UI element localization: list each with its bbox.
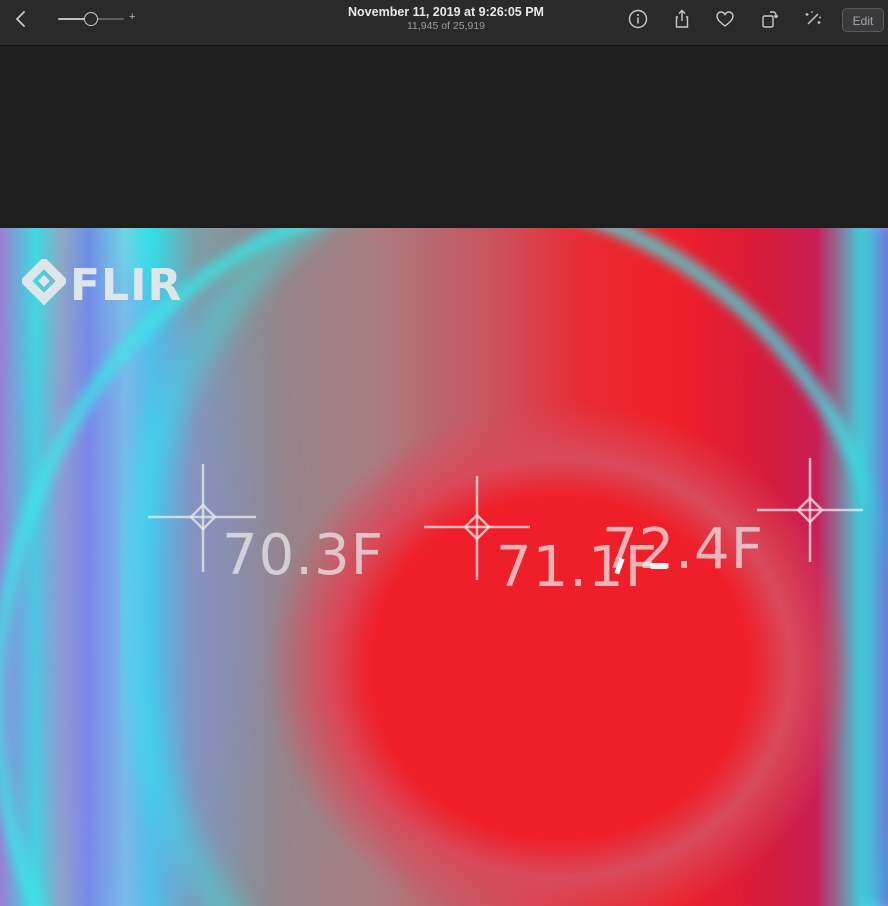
spot-marker-3 [757,458,863,562]
zoom-fill [58,18,91,20]
spot-marker-2 [424,476,530,580]
rotate-icon [762,11,779,28]
favorite-button[interactable] [714,8,736,30]
back-button[interactable] [10,8,32,30]
flir-logo: FLIR [22,259,184,313]
flir-logo-text: FLIR [70,260,183,311]
zoom-plus-label: + [129,11,136,23]
zoom-knob[interactable] [84,12,98,26]
glare-marks [614,557,668,575]
zoom-slider[interactable] [58,12,124,26]
temperature-reading-2: 71.1F [496,535,658,600]
viewer-background [0,46,888,228]
thermal-photo[interactable]: FLIR 70.3F 71.1F 72.4F [0,228,888,906]
back-chevron-icon [16,11,25,27]
temperature-reading-3: 72.4F [602,517,764,582]
photo-title-block: November 11, 2019 at 9:26:05 PM 11,945 o… [294,4,598,33]
rotate-button[interactable] [758,8,780,30]
info-button[interactable] [627,8,649,30]
magic-wand-icon [805,11,821,25]
heart-icon [716,11,734,27]
share-icon [675,9,689,28]
measurement-overlay [148,458,863,580]
temperature-reading-1: 70.3F [222,523,384,588]
toolbar: + November 11, 2019 at 9:26:05 PM 11,945… [0,0,888,46]
photo-date-title: November 11, 2019 at 9:26:05 PM [348,5,544,19]
right-edge-gradient [846,228,888,906]
share-button[interactable] [671,8,693,30]
spot-marker-1 [148,464,256,572]
photo-count-subtitle: 11,945 of 25,919 [406,20,486,32]
info-icon [628,9,648,29]
enhance-button[interactable] [802,8,824,30]
edit-button[interactable]: Edit [842,8,884,32]
flir-diamond-icon [22,259,66,306]
